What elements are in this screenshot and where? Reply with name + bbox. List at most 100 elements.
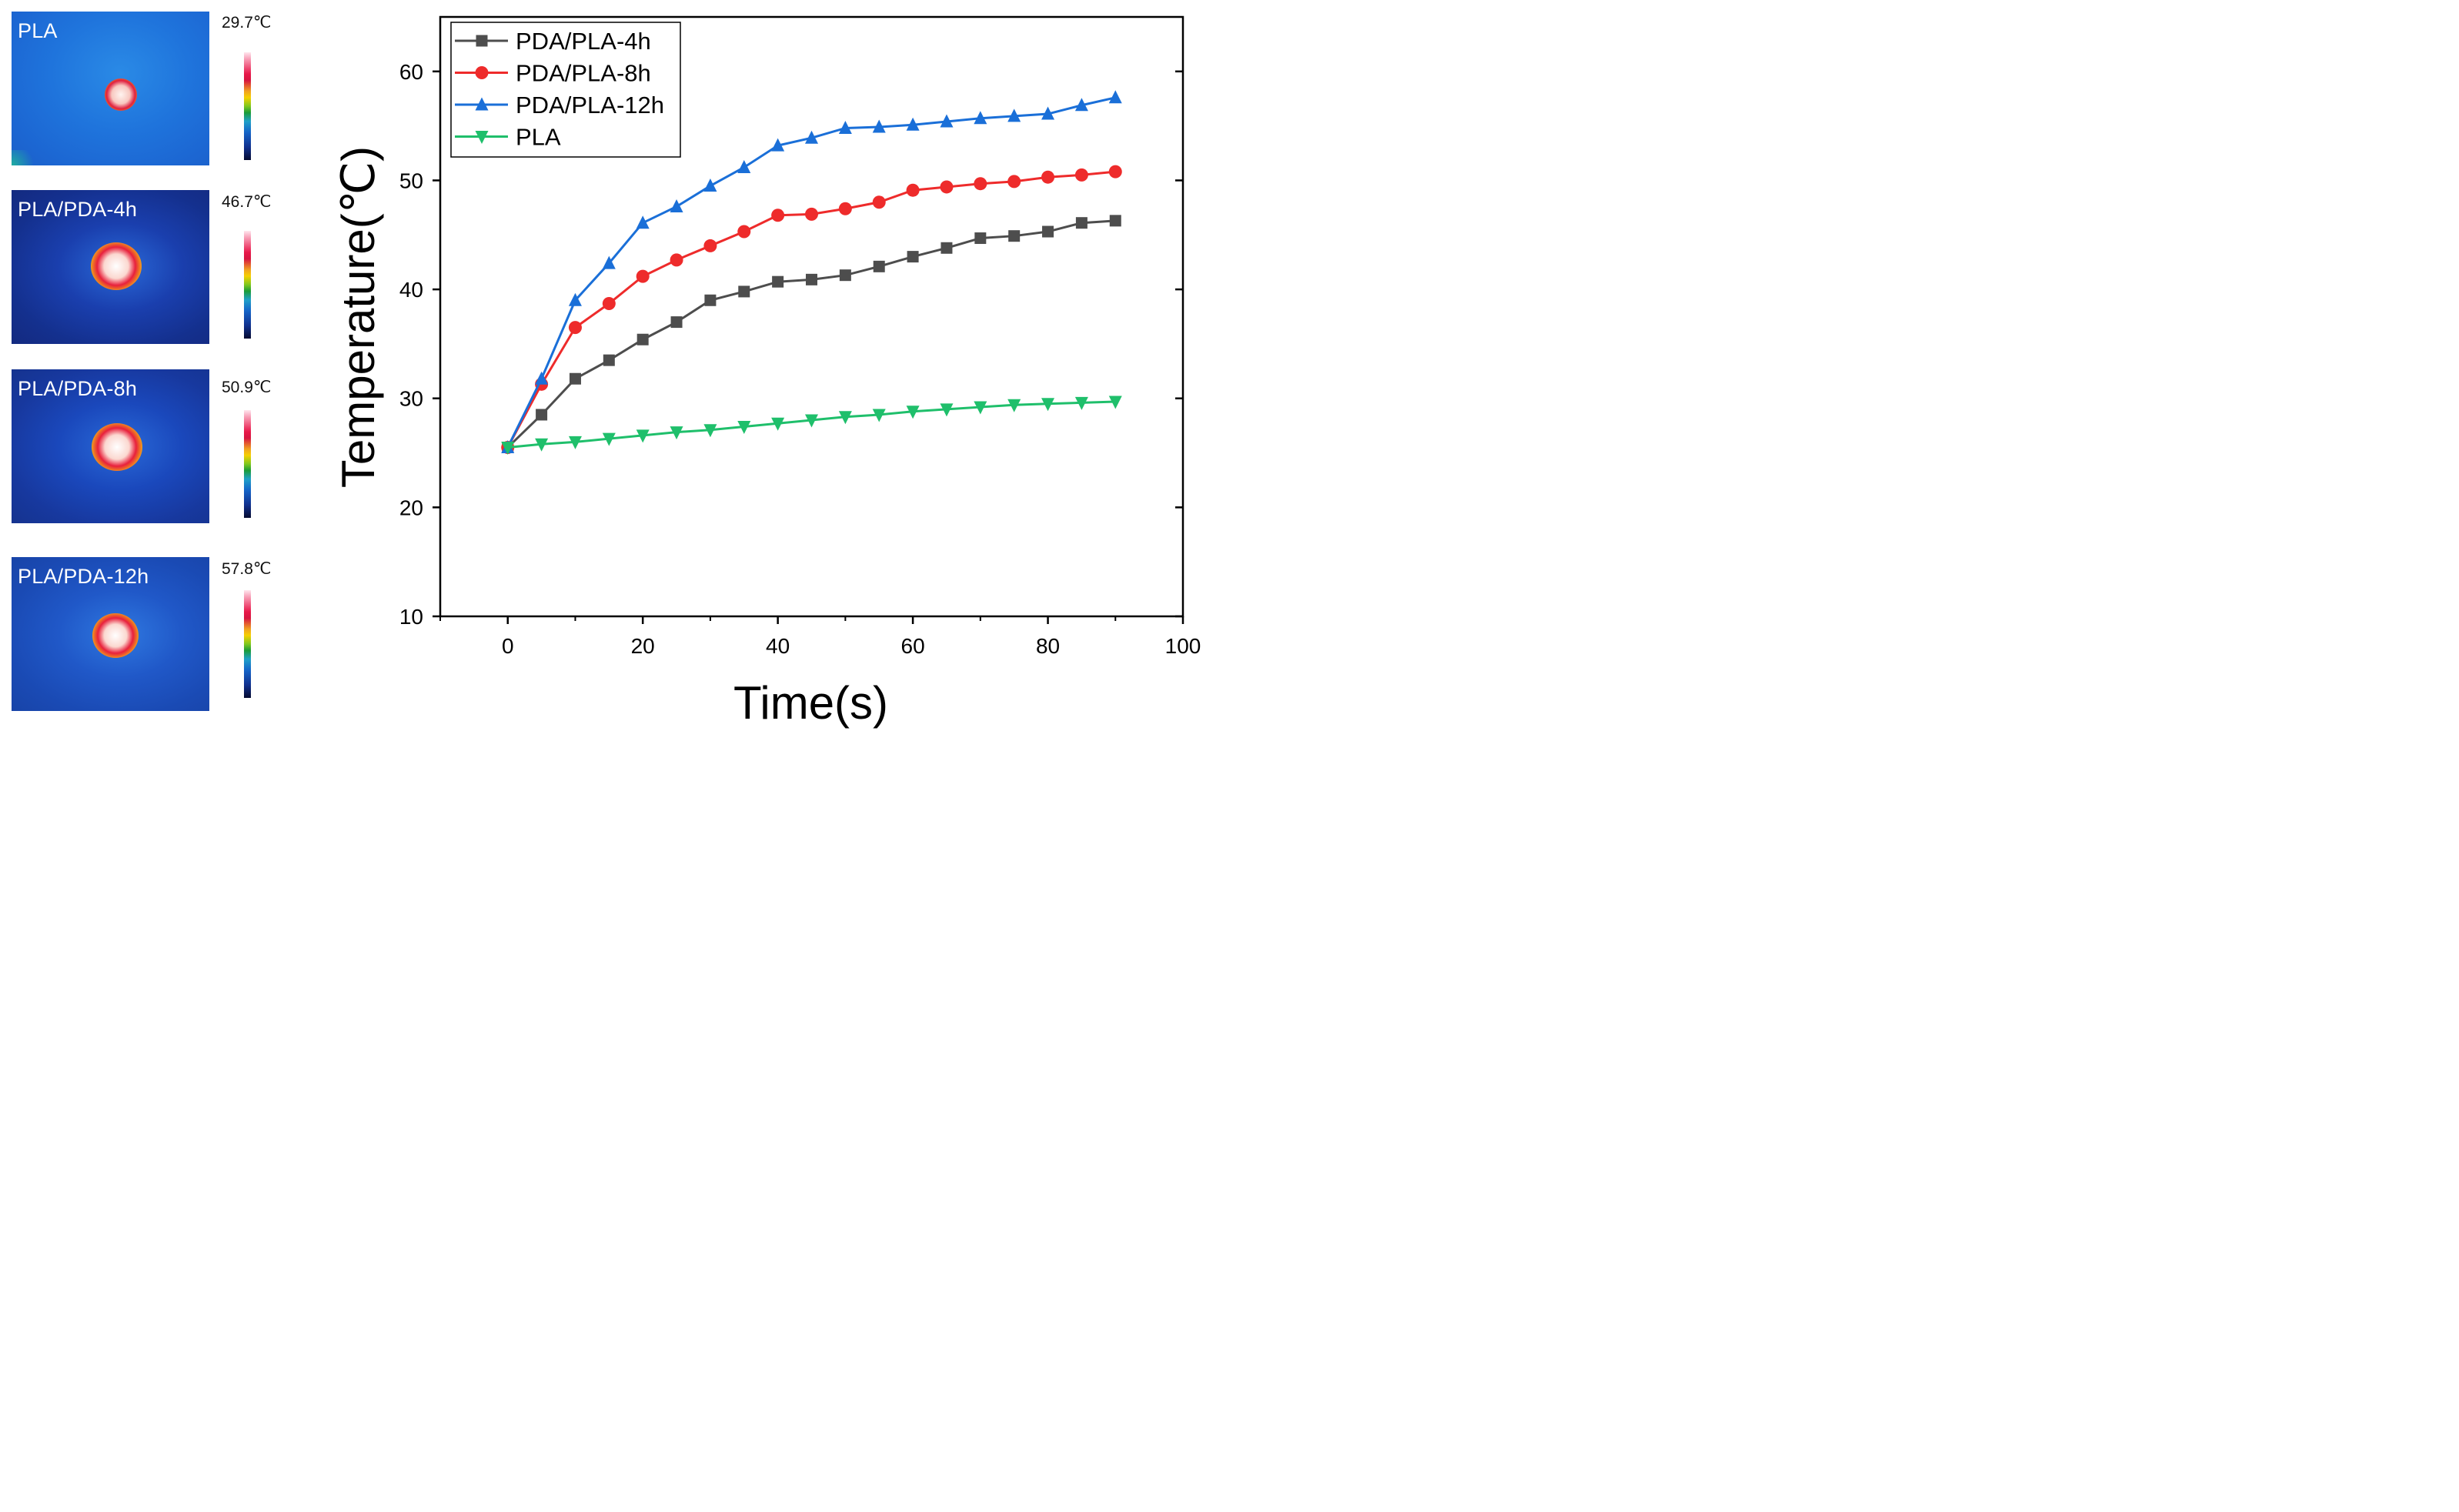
data-point	[703, 424, 717, 438]
series-line-0	[506, 219, 1116, 449]
image-label: PLA/PDA-8h	[18, 377, 138, 400]
data-point	[941, 242, 953, 254]
data-point	[1108, 396, 1122, 409]
data-point	[839, 269, 851, 282]
data-point	[602, 297, 616, 311]
legend-label: PDA/PLA-8h	[516, 60, 651, 87]
x-axis-label: Time(s)	[733, 677, 888, 729]
plot-frame	[439, 15, 1184, 618]
data-point	[602, 255, 616, 269]
data-point	[1074, 98, 1088, 112]
data-point	[670, 253, 683, 267]
thermal-image-pla-pda-12h: PLA/PDA-12h	[12, 557, 209, 711]
thermal-image-pla-pda-8h: PLA/PDA-8h	[12, 369, 209, 523]
y-tick-label: 30	[399, 387, 423, 411]
data-point	[974, 232, 987, 245]
data-point	[771, 209, 785, 222]
data-point	[1007, 175, 1021, 189]
color-scale-bar	[244, 52, 251, 160]
data-point	[974, 111, 987, 125]
legend-label: PDA/PLA-12h	[516, 92, 664, 118]
data-point	[1074, 168, 1088, 182]
data-point	[1041, 170, 1055, 184]
data-point	[603, 354, 615, 366]
data-point	[1109, 215, 1121, 227]
data-point	[974, 401, 987, 415]
thermal-image-pla-pda-4h: PLA/PDA-4h	[12, 190, 209, 344]
data-point	[940, 114, 954, 128]
data-point	[1042, 225, 1054, 238]
y-tick-label: 60	[399, 60, 423, 84]
data-point	[805, 414, 818, 428]
legend-marker	[476, 35, 488, 47]
data-point	[636, 333, 649, 345]
data-point	[906, 117, 920, 131]
data-point	[872, 119, 886, 133]
data-point	[670, 316, 683, 329]
data-point	[535, 371, 549, 385]
data-point	[906, 183, 920, 197]
data-point	[940, 403, 954, 417]
data-point	[872, 195, 886, 209]
data-point	[872, 409, 886, 422]
x-tick-label: 40	[766, 634, 790, 658]
data-point	[1008, 230, 1021, 242]
data-point	[805, 207, 818, 221]
hot-spot	[91, 242, 142, 290]
data-point	[737, 421, 751, 435]
legend-marker	[475, 97, 489, 111]
data-point	[501, 441, 515, 455]
x-tick-label: 80	[1036, 634, 1060, 658]
y-tick-label: 50	[399, 169, 423, 192]
data-point	[1007, 108, 1021, 122]
y-tick-label: 20	[399, 496, 423, 519]
data-point	[838, 120, 852, 134]
data-point	[636, 269, 650, 283]
data-point	[569, 372, 581, 385]
data-point	[1041, 106, 1055, 120]
data-point	[838, 411, 852, 425]
data-point	[1007, 399, 1021, 412]
data-point	[805, 130, 818, 144]
y-tick-label: 10	[399, 605, 423, 629]
temperature-chart: 0 20 40 60 80 100 10 20 30 40 50 60 Time(s) Temperatu…	[332, 15, 1201, 729]
data-point	[771, 417, 785, 431]
max-temp-label: 46.7℃	[222, 193, 272, 211]
data-point	[873, 260, 885, 272]
data-point	[806, 273, 817, 285]
data-point	[670, 426, 683, 440]
data-point	[940, 180, 954, 194]
data-point	[568, 436, 582, 449]
hot-spot	[92, 423, 142, 471]
data-point	[907, 251, 919, 263]
data-point	[703, 239, 717, 252]
data-point	[1075, 217, 1088, 229]
data-point	[536, 409, 548, 421]
data-point	[568, 292, 582, 306]
legend-marker	[475, 131, 489, 144]
data-point	[1041, 398, 1055, 412]
data-point	[738, 285, 750, 298]
data-point	[704, 294, 717, 306]
data-point	[772, 275, 784, 288]
x-tick-label: 100	[1165, 634, 1201, 658]
data-point	[1074, 396, 1088, 410]
data-point	[1108, 90, 1122, 104]
data-point	[737, 225, 751, 239]
data-point	[771, 138, 785, 152]
data-point	[906, 406, 920, 419]
y-axis-label: Temperature(℃)	[332, 146, 384, 488]
image-label: PLA/PDA-4h	[18, 198, 138, 221]
legend-label: PLA	[516, 124, 561, 151]
data-point	[670, 199, 683, 212]
x-tick-label: 0	[502, 634, 514, 658]
max-temp-label: 29.7℃	[222, 14, 272, 32]
data-point	[974, 177, 987, 191]
color-scale-bar	[244, 590, 251, 698]
color-scale-bar	[244, 410, 251, 518]
legend-label: PDA/PLA-4h	[516, 28, 651, 55]
image-label: PLA/PDA-12h	[18, 565, 149, 588]
data-point	[737, 159, 751, 173]
max-temp-label: 57.8℃	[222, 560, 272, 578]
data-point	[602, 432, 616, 446]
